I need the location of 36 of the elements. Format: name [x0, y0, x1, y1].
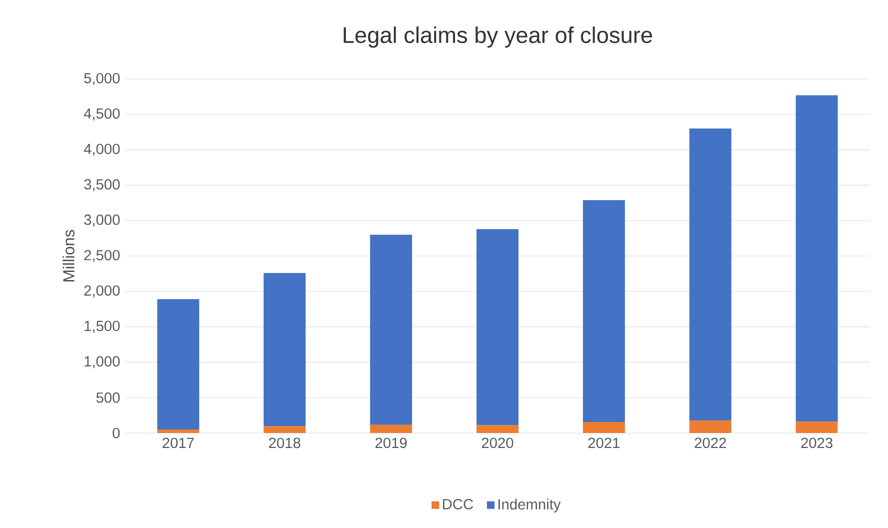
bar	[689, 420, 732, 433]
bar	[157, 429, 200, 433]
bar	[689, 128, 732, 421]
y-tick-label: 2,000	[84, 285, 120, 298]
bar	[370, 424, 412, 433]
bar	[582, 200, 625, 422]
y-tick-label: 500	[96, 392, 120, 403]
legend-label: Indemnity	[498, 498, 561, 512]
x-tick-label: 2020	[482, 438, 514, 448]
y-tick-label: 5,000	[84, 72, 120, 86]
x-tick-label: 2018	[269, 438, 300, 448]
bar	[796, 95, 838, 422]
x-tick-label: 2023	[801, 438, 832, 448]
x-tick-label: 2019	[375, 438, 407, 448]
bar	[796, 422, 838, 433]
chart-title: Legal claims by year of closure	[344, 26, 652, 48]
bar	[264, 272, 306, 426]
bar	[157, 299, 200, 430]
y-axis-title: Millions	[62, 230, 74, 282]
y-tick-label: 1,500	[84, 320, 120, 333]
y-tick-label: 4,000	[84, 144, 120, 156]
y-tick-label: 3,000	[84, 214, 120, 227]
bar	[582, 422, 625, 433]
legend-label: DCC	[443, 498, 474, 510]
y-tick-label: 1,000	[84, 356, 120, 368]
y-tick-label: 4,500	[84, 108, 120, 120]
y-tick-label: 2,500	[84, 250, 120, 262]
bar	[476, 425, 518, 433]
bar	[370, 234, 412, 425]
bar	[264, 426, 306, 433]
x-tick-label: 2021	[588, 438, 620, 448]
x-tick-label: 2017	[162, 438, 194, 448]
y-tick-label: 3,500	[84, 179, 120, 192]
bar	[476, 229, 518, 426]
y-tick-label: 0	[112, 428, 120, 438]
x-tick-label: 2022	[694, 438, 726, 448]
